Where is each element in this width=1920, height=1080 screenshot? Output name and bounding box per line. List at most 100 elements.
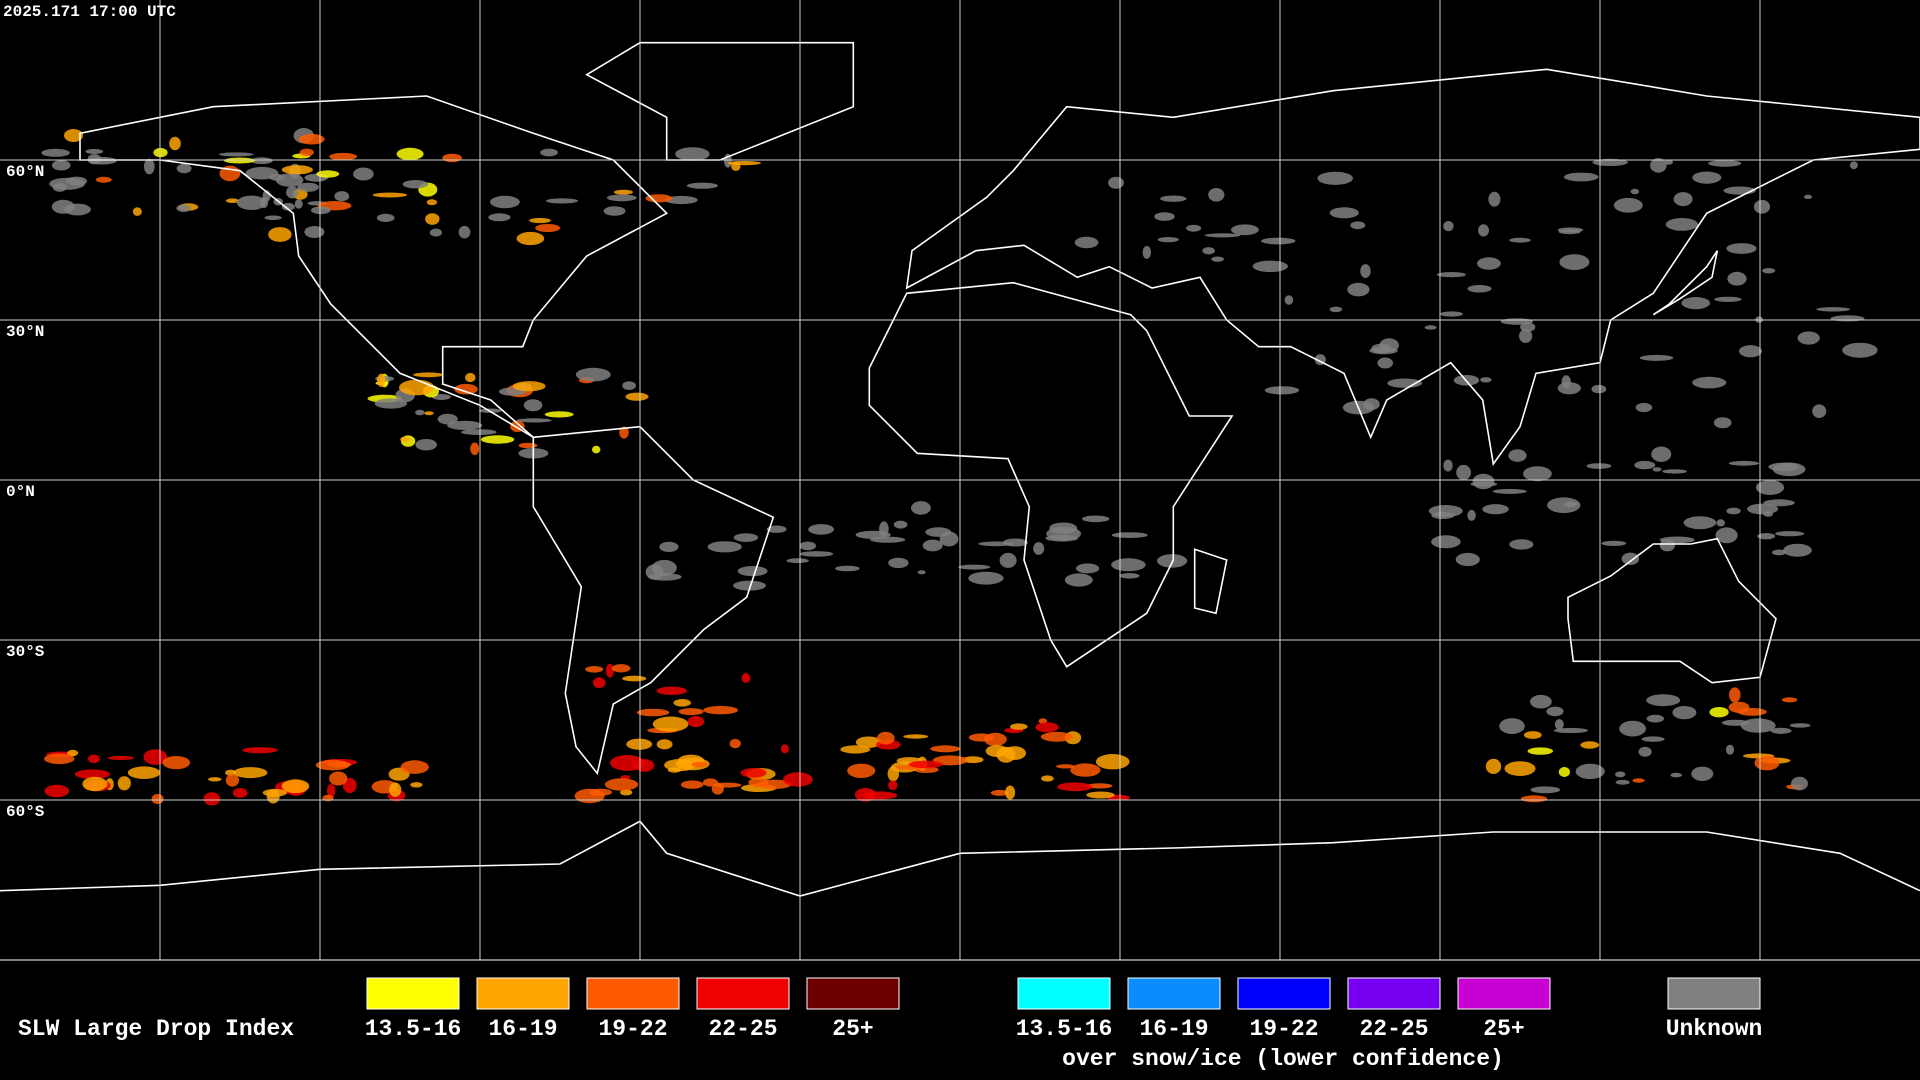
cloud-patch: [425, 213, 440, 225]
cloud-patch: [1763, 499, 1795, 507]
cloud-patch: [847, 763, 876, 778]
cloud-patch: [1613, 197, 1643, 213]
cloud-patch: [1789, 723, 1811, 728]
cloud-patch: [1523, 466, 1552, 482]
cloud-patch: [1467, 284, 1492, 293]
cloud-patch: [585, 666, 604, 673]
cloud-patch: [529, 217, 551, 224]
cloud-patch: [1478, 224, 1489, 237]
cloud-patch: [415, 439, 438, 451]
cloud-patch: [402, 180, 429, 189]
rain-swatch-label: 13.5-16: [365, 1016, 462, 1042]
cloud-patch: [877, 731, 895, 745]
cloud-patch: [854, 788, 877, 802]
cloud-patch: [780, 744, 789, 754]
cloud-patch: [426, 199, 438, 206]
cloud-patch: [835, 565, 860, 572]
lat-lon-grid: [0, 0, 1920, 960]
cloud-patch: [575, 367, 611, 382]
cloud-patch: [1035, 722, 1059, 733]
cloud-patch: [327, 784, 336, 798]
cloud-patch: [1477, 257, 1501, 270]
cloud-patch: [962, 756, 984, 764]
cloud-patch: [968, 733, 994, 742]
cloud-patch: [664, 195, 698, 205]
cloud-patch: [1499, 718, 1525, 734]
cloud-patch: [1726, 507, 1741, 515]
cloud-patch: [917, 570, 926, 575]
cloud-patch: [1646, 714, 1665, 723]
cloud-patch: [1646, 694, 1681, 707]
cloud-patch: [151, 793, 164, 805]
cloud-patch: [1202, 247, 1215, 255]
cloud-patch: [675, 147, 710, 161]
cloud-patch: [535, 224, 561, 232]
cloud-patch: [1428, 505, 1463, 517]
cloud-patch: [678, 708, 704, 716]
cloud-patch: [840, 745, 871, 754]
cloud-patch: [144, 158, 155, 175]
coastline: [532, 425, 775, 776]
cloud-patch: [673, 699, 691, 707]
cloud-patch: [143, 749, 168, 765]
cloud-patch: [1530, 786, 1561, 794]
cloud-patch: [169, 136, 181, 151]
cloud-patch: [95, 176, 112, 183]
cloud-patch: [1387, 378, 1423, 388]
cloud-patch: [855, 736, 882, 748]
cloud-patch: [1650, 158, 1667, 173]
cloud-patch: [1554, 719, 1564, 730]
cloud-patch: [1488, 191, 1501, 207]
cloud-patch: [1010, 723, 1028, 730]
cloud-patch: [51, 160, 71, 171]
cloud-patch: [1849, 161, 1858, 170]
cloud-patch: [702, 778, 719, 787]
cloud-patch: [1472, 473, 1495, 490]
cloud-patch: [1580, 741, 1600, 749]
snow-swatch: [1017, 977, 1111, 1010]
cloud-patch: [242, 747, 278, 754]
cloud-patch: [286, 186, 299, 199]
cloud-patch: [298, 133, 325, 145]
cloud-patch: [1211, 256, 1224, 262]
cloud-patch: [117, 776, 131, 791]
cloud-patch: [1713, 417, 1732, 429]
legend: SLW Large Drop Index over snow/ice (lowe…: [18, 977, 1762, 1072]
cloud-patch: [808, 524, 834, 535]
cloud-patch: [1728, 460, 1760, 466]
cloud-patch: [1208, 188, 1225, 202]
cloud-patch: [226, 198, 239, 203]
cloud-patch: [1436, 272, 1466, 278]
rain-swatch-label: 16-19: [488, 1016, 557, 1042]
snow-swatch: [1237, 977, 1331, 1010]
cloud-patch: [1662, 469, 1687, 474]
cloud-patch: [626, 738, 653, 750]
cloud-patch: [1456, 464, 1471, 481]
cloud-patch: [299, 148, 314, 157]
cloud-patch: [1791, 776, 1808, 791]
snow-swatch-label: 19-22: [1249, 1016, 1318, 1042]
cloud-patch: [606, 194, 637, 202]
cloud-patch: [620, 789, 633, 796]
cloud-patch: [1160, 195, 1187, 202]
cloud-patch: [1771, 549, 1787, 556]
cloud-patch: [447, 420, 483, 430]
cloud-patch: [315, 759, 350, 771]
cloud-patch: [1482, 504, 1509, 515]
cloud-patch: [1443, 221, 1454, 232]
cloud-patch: [1231, 224, 1259, 236]
cloud-patch: [1615, 771, 1626, 778]
cloud-patch: [1740, 718, 1776, 733]
cloud-patch: [1670, 772, 1682, 778]
cloud-patch: [1064, 573, 1093, 587]
cloud-patch: [1812, 404, 1827, 419]
cloud-patch: [656, 739, 673, 750]
cloud-patch: [908, 760, 944, 769]
cloud-patch: [1762, 268, 1776, 274]
cloud-patch: [1672, 706, 1697, 720]
cloud-patch: [1754, 755, 1780, 771]
cloud-patch: [281, 202, 295, 211]
cloud-patch: [1553, 727, 1588, 734]
cloud-patch: [545, 198, 579, 204]
cloud-patch: [1443, 459, 1453, 472]
